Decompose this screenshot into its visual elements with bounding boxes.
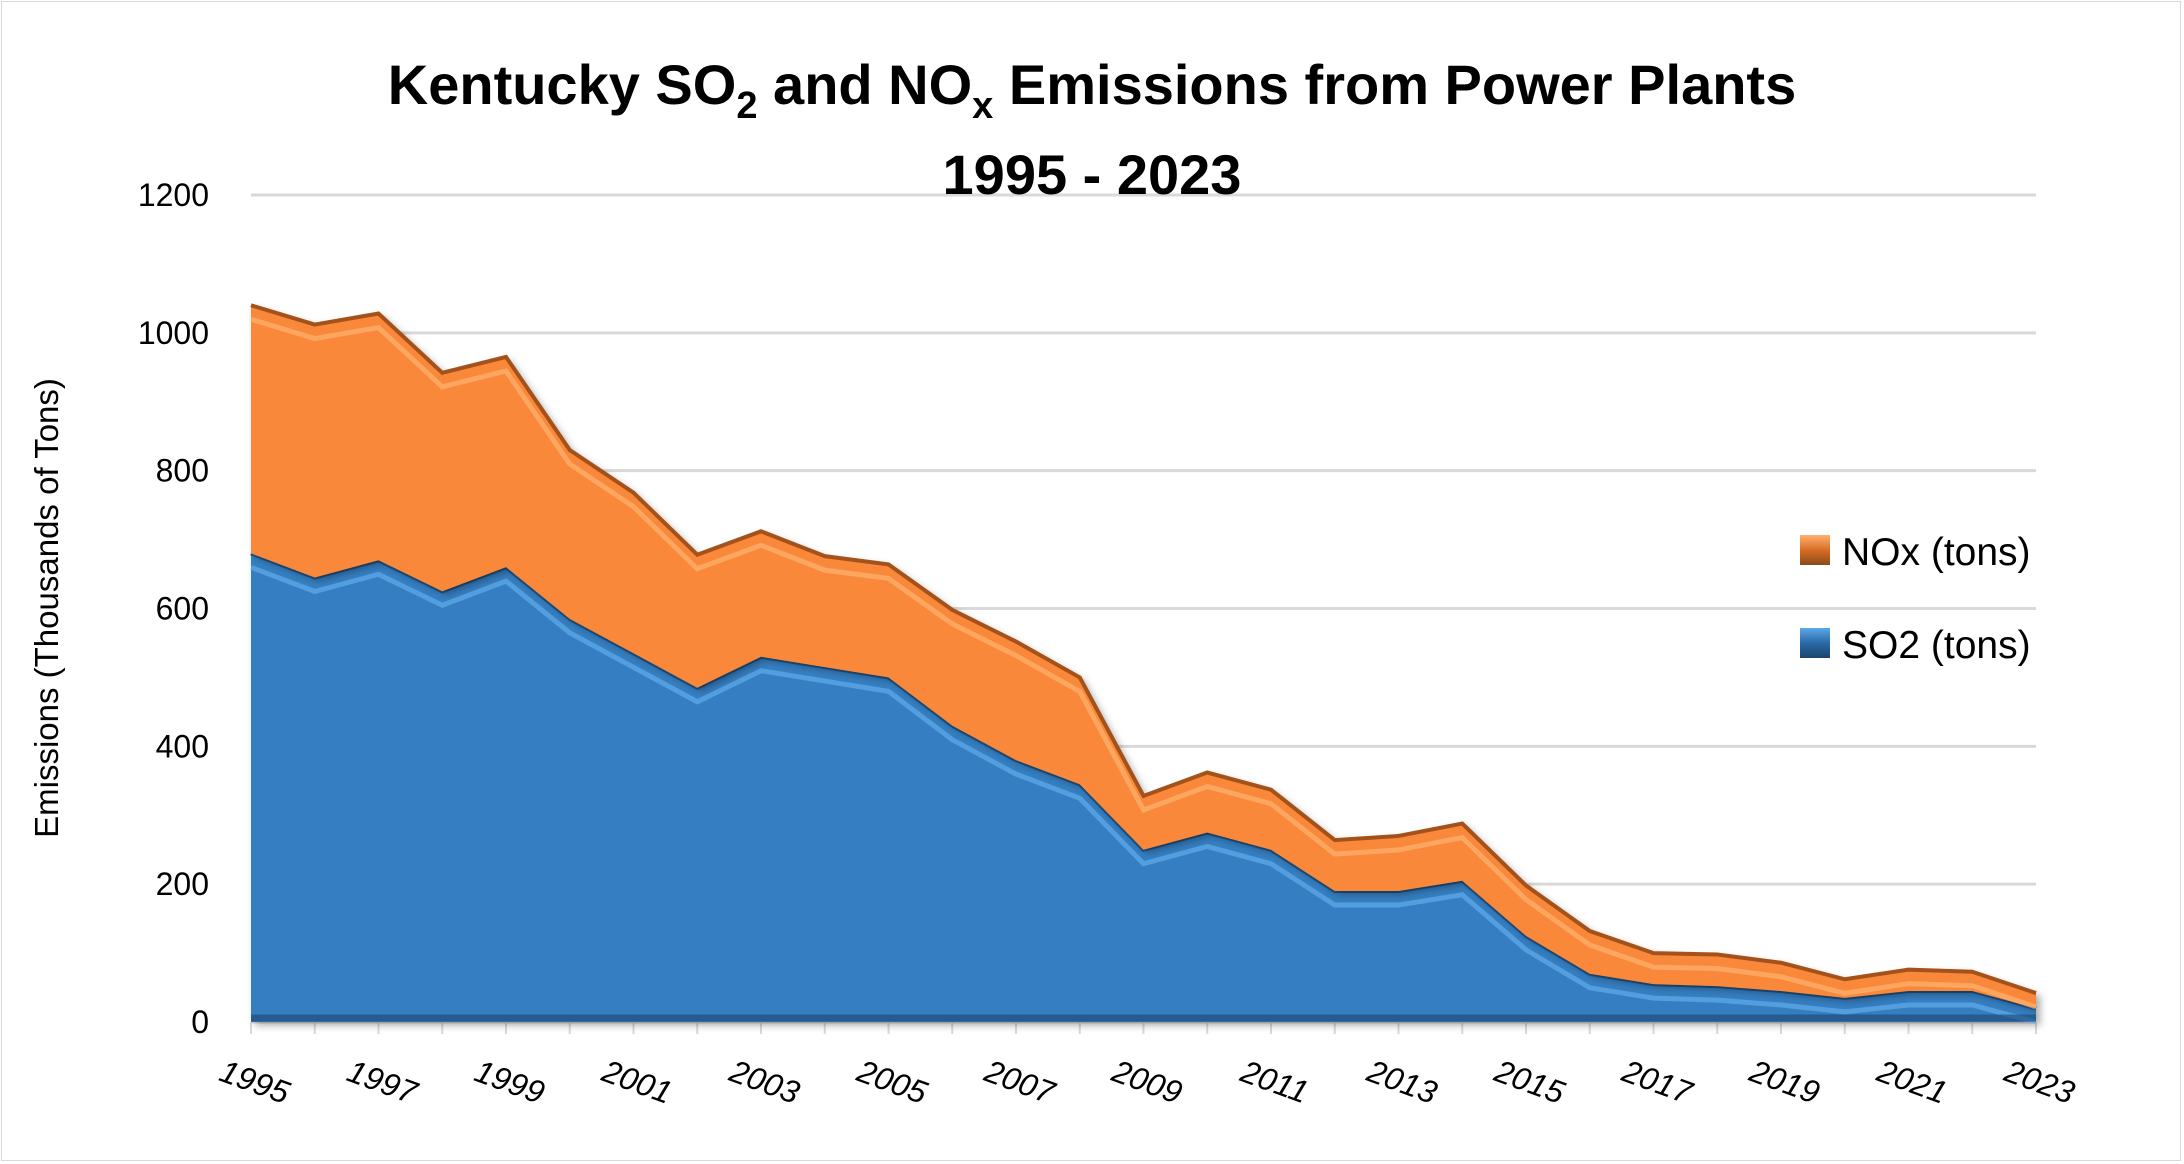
area-highlight <box>250 565 2037 1025</box>
x-tick-label: 2003 <box>724 1052 804 1111</box>
x-tick-label: 1995 <box>215 1053 294 1111</box>
x-tick-label: 1997 <box>343 1053 423 1112</box>
x-tick-label: 2021 <box>1872 1052 1952 1111</box>
x-tick-label: 2001 <box>597 1052 677 1111</box>
x-tick-label: 2013 <box>1362 1052 1442 1111</box>
area-series-nox <box>250 303 2037 1010</box>
area-fill <box>251 553 2036 1022</box>
legend-label-nox: NOx (tons) <box>1842 531 2031 574</box>
y-tick-label: 1200 <box>138 177 209 213</box>
legend-swatch-so2 <box>1800 628 1830 658</box>
x-tick-label: 2009 <box>1107 1052 1187 1111</box>
x-tick-label: 1999 <box>470 1053 549 1111</box>
chart-title-line1: Kentucky SO2 and NOx Emissions from Powe… <box>388 53 1796 127</box>
legend: NOx (tons) SO2 (tons) <box>1800 531 2031 667</box>
x-tick-label: 2023 <box>1999 1052 2079 1111</box>
x-tick-label: 2019 <box>1744 1052 1824 1111</box>
y-tick-label: 600 <box>156 591 209 627</box>
area-edge <box>250 303 2037 995</box>
y-tick-label: 400 <box>156 728 209 764</box>
y-tick-label: 0 <box>191 1004 209 1040</box>
chart-title-line2: 1995 - 2023 <box>943 143 1242 206</box>
y-tick-label: 1000 <box>138 315 209 351</box>
y-tick-label: 800 <box>156 453 209 489</box>
y-axis-label: Emissions (Thousands of Tons) <box>28 378 65 838</box>
x-tick-label: 2011 <box>1235 1053 1313 1111</box>
x-tick-label: 2017 <box>1617 1052 1698 1111</box>
x-tick-label: 2007 <box>979 1052 1060 1111</box>
x-tick-label: 2005 <box>852 1052 932 1111</box>
area-highlight <box>250 316 2037 1010</box>
legend-label-so2: SO2 (tons) <box>1842 624 2031 667</box>
legend-swatch-nox <box>1800 535 1830 565</box>
y-tick-label: 200 <box>156 866 209 902</box>
area-series-so2 <box>250 551 2037 1025</box>
x-tick-label: 2015 <box>1489 1052 1569 1111</box>
